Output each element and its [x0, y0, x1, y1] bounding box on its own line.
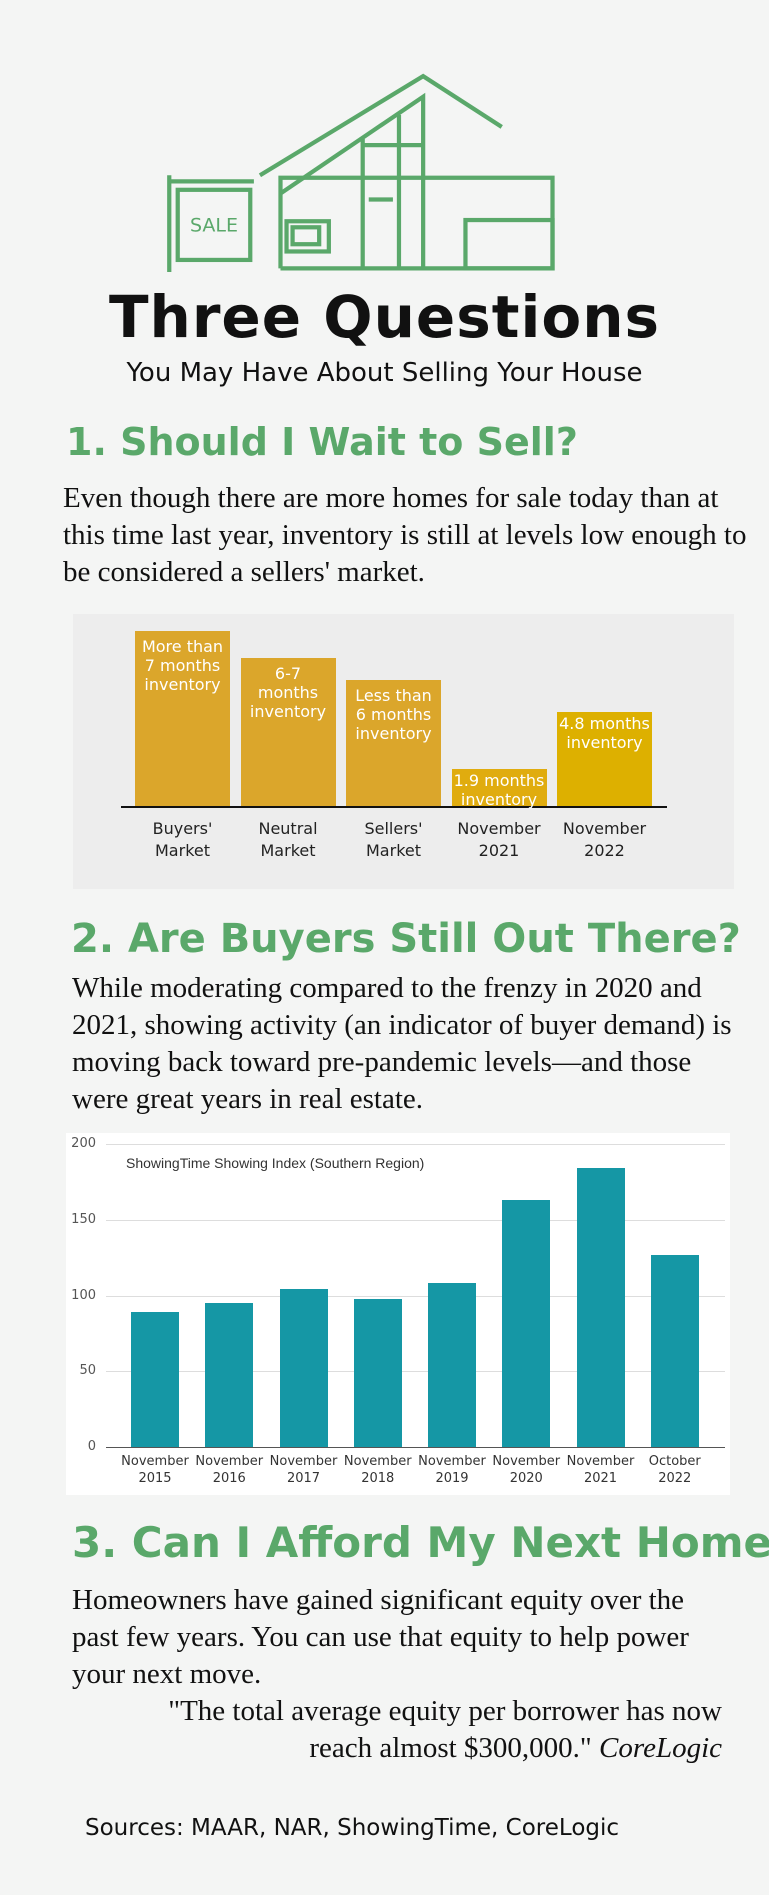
- bar: 1.9 months inventory: [451, 768, 547, 809]
- bar: [428, 1283, 476, 1447]
- sign-text: SALE: [190, 215, 238, 237]
- x-tick-label: November 2021: [566, 1454, 635, 1486]
- bar: 4.8 months inventory: [557, 711, 652, 806]
- bar-label: 4.8 months inventory: [559, 713, 650, 752]
- grid-line: [106, 1295, 725, 1297]
- y-tick-label: 150: [71, 1211, 96, 1227]
- footer: Sources: MAAR, NAR, ShowingTime, CoreLog…: [85, 1815, 620, 1841]
- section-heading: 3. Can I Afford My Next Home?: [72, 1518, 769, 1567]
- bar: [353, 1298, 402, 1447]
- subtitle: You May Have About Selling Your House: [126, 358, 643, 388]
- x-tick-label: Buyers' Market: [152, 819, 213, 860]
- x-tick-label: November 2016: [195, 1454, 264, 1486]
- x-tick-label: November 2019: [418, 1454, 486, 1486]
- section-heading: 2. Are Buyers Still Out There?: [71, 916, 741, 962]
- y-tick-label: 0: [87, 1439, 96, 1454]
- bar: [650, 1254, 699, 1447]
- bar: 6-7 months inventory: [240, 658, 336, 806]
- baseline: [121, 806, 667, 808]
- x-tick-label: November 2020: [492, 1454, 561, 1486]
- x-tick-label: Sellers' Market: [364, 819, 423, 860]
- house-icon: SALE: [167, 73, 555, 273]
- grid-line: [106, 1144, 725, 1145]
- x-tick-label: Neutral Market: [258, 819, 318, 860]
- y-tick-label: 100: [71, 1287, 96, 1303]
- bar-label: Less than 6 months inventory: [355, 686, 432, 744]
- x-tick-label: November 2015: [121, 1454, 189, 1486]
- title: Three Questions: [108, 283, 661, 351]
- bar: Less than 6 months inventory: [346, 680, 441, 806]
- x-tick-label: November 2021: [457, 819, 541, 860]
- quote-source: CoreLogic: [599, 1732, 722, 1764]
- chart-showings: 0 50 100 150 200 ShowingTime Showing Index (S…: [66, 1133, 730, 1495]
- quote-text: "The total average equity per borrower h…: [168, 1695, 722, 1764]
- bar: [576, 1168, 625, 1447]
- quote: "The total average equity per borrower h…: [110, 1693, 722, 1767]
- section-heading: 1. Should I Wait to Sell?: [66, 420, 578, 464]
- x-tick-label: November 2022: [562, 819, 647, 860]
- bar: [205, 1303, 254, 1447]
- bar-label: 6-7 months inventory: [249, 664, 327, 722]
- y-tick-label: 50: [79, 1363, 96, 1379]
- y-tick-label: 200: [71, 1136, 96, 1151]
- grid-line: [106, 1219, 725, 1221]
- x-tick-label: November 2018: [343, 1454, 412, 1486]
- chart-inventory: More than 7 months inventory Buyers' Mark…: [73, 614, 734, 889]
- grid-line: [106, 1447, 725, 1448]
- bar: [131, 1312, 179, 1447]
- bar-label: 1.9 months inventory: [453, 770, 545, 809]
- x-tick-label: November 2017: [269, 1454, 338, 1486]
- section-text: Homeowners have gained significant equit…: [72, 1584, 689, 1690]
- x-tick-label: October 2022: [648, 1454, 701, 1486]
- bar-label: More than 7 months inventory: [141, 636, 224, 694]
- section-text: Even though there are more homes for sal…: [63, 482, 747, 588]
- bar: [279, 1289, 328, 1447]
- chart-title: ShowingTime Showing Index (Southern Regi…: [126, 1155, 425, 1171]
- section-text: While moderating compared to the frenzy …: [72, 972, 732, 1115]
- grid-line: [106, 1371, 725, 1373]
- bar: [502, 1200, 551, 1447]
- bar: More than 7 months inventory: [135, 630, 230, 806]
